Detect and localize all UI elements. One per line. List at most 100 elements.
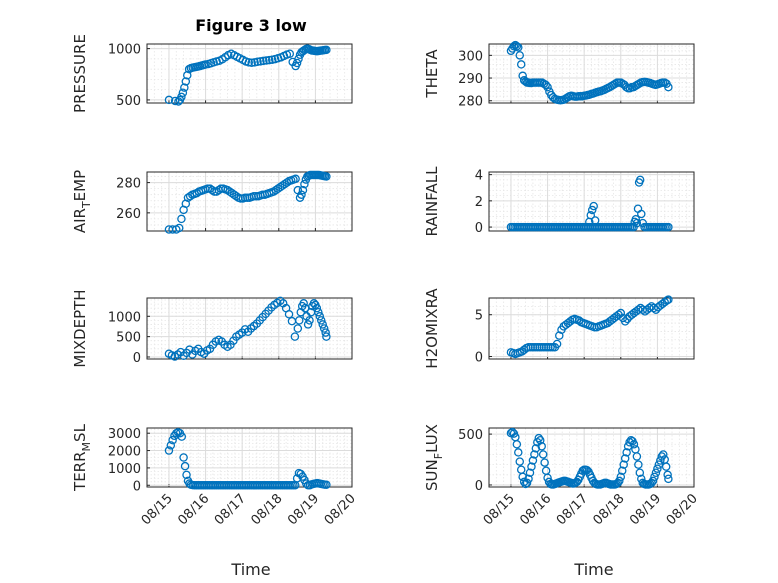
- data-point: [663, 470, 672, 480]
- figure-title: Figure 3 low: [195, 16, 307, 35]
- data-point: [661, 462, 671, 471]
- data-point: [287, 316, 297, 326]
- data-point: [305, 316, 314, 325]
- y-tick-label: 0: [475, 350, 483, 365]
- axes-frame: [146, 43, 353, 104]
- x-tick-label: 08/16: [175, 491, 212, 528]
- data-point: [322, 172, 331, 181]
- x-tick-label: 08/20: [322, 491, 359, 528]
- data-point: [177, 92, 186, 102]
- x-axis-label-left: Time: [230, 560, 270, 579]
- data-point: [586, 211, 596, 220]
- data-point: [541, 80, 550, 90]
- axes-frame: [146, 171, 353, 232]
- y-tick-label: 0: [475, 479, 483, 494]
- x-axis-label-right: Time: [573, 560, 613, 579]
- data-point: [620, 454, 630, 463]
- data-point: [653, 464, 662, 473]
- data-point: [524, 474, 533, 484]
- x-tick-label: 08/15: [139, 491, 176, 528]
- subplot-air: 260 280 AIRTEMP: [71, 170, 353, 234]
- data-point: [618, 466, 627, 475]
- data-point: [615, 476, 624, 486]
- data-point: [631, 214, 641, 224]
- data-point: [244, 58, 254, 67]
- data-point: [590, 216, 600, 225]
- subplot-rainfall: 0 2 4 RAINFALL: [423, 166, 695, 237]
- data-point: [322, 332, 331, 341]
- data-point: [659, 450, 668, 459]
- data-point: [174, 223, 184, 233]
- data-point: [587, 205, 597, 215]
- data-point: [515, 51, 525, 60]
- y-tick-label: 1000: [108, 462, 141, 477]
- data-point: [265, 55, 274, 65]
- subplot-pressure: 500 1000 PRESSURE: [71, 34, 353, 113]
- data-point: [177, 214, 186, 224]
- data-point: [664, 222, 673, 232]
- x-tick-label: 08/18: [249, 491, 286, 528]
- y-tick-label: 500: [116, 331, 141, 346]
- data-point: [178, 88, 188, 97]
- data-point: [318, 320, 327, 329]
- data-point: [282, 178, 292, 187]
- subplot-mixdepth: 0 500 1000 MIXDEPTH: [71, 289, 353, 368]
- y-axis-label: PRESSURE: [71, 34, 89, 113]
- data-point: [635, 175, 645, 185]
- y-axis-label: THETA: [423, 49, 441, 99]
- data-point: [536, 435, 545, 445]
- data-point: [253, 57, 262, 67]
- data-point: [319, 324, 329, 333]
- y-axis-label: RAINFALL: [423, 166, 441, 237]
- data-point: [314, 307, 323, 317]
- x-tick-label: 08/20: [664, 491, 701, 528]
- subplot-theta: 280 290 300 THETA: [423, 40, 695, 110]
- data-point: [632, 452, 642, 461]
- axes-frame: [488, 43, 695, 104]
- data-point: [650, 472, 659, 482]
- y-axis-label: MIXDEPTH: [71, 289, 89, 367]
- y-tick-label: 500: [116, 94, 141, 109]
- subplot-sun: 08/15 08/16 08/17 08/18 08/19 08/20 0 500 SUNFLU…: [423, 424, 701, 528]
- data-point: [284, 310, 294, 319]
- y-axis-label: TERRMSL: [71, 423, 93, 492]
- y-tick-label: 0: [133, 479, 141, 494]
- data-point: [168, 435, 177, 445]
- data-point: [180, 83, 189, 92]
- data-point: [514, 43, 523, 52]
- data-point: [530, 450, 539, 459]
- data-point: [292, 58, 302, 68]
- data-point: [629, 440, 639, 449]
- data-point: [177, 432, 187, 441]
- data-point: [300, 179, 309, 189]
- data-point: [192, 188, 202, 198]
- data-point: [515, 457, 525, 466]
- data-point: [164, 446, 174, 455]
- y-tick-label: 290: [458, 72, 483, 87]
- x-tick-label: 08/19: [627, 491, 664, 528]
- data-point: [303, 320, 313, 329]
- data-point: [574, 316, 584, 325]
- data-point: [552, 339, 562, 349]
- x-tick-label: 08/17: [212, 491, 249, 528]
- data-point: [316, 316, 326, 325]
- data-point: [182, 470, 191, 480]
- y-tick-label: 2: [475, 195, 483, 210]
- y-tick-label: 5: [475, 309, 483, 324]
- data-point: [664, 474, 673, 484]
- y-tick-label: 500: [458, 428, 483, 443]
- y-axis-label: AIRTEMP: [71, 170, 93, 233]
- data-point: [509, 42, 519, 51]
- data-point: [534, 433, 544, 443]
- data-point: [170, 96, 180, 106]
- data-point: [247, 58, 256, 68]
- y-tick-label: 4: [475, 169, 483, 184]
- data-point: [651, 305, 661, 314]
- data-point: [185, 191, 195, 201]
- data-point: [664, 82, 673, 92]
- data-point: [179, 453, 188, 462]
- y-tick-label: 0: [133, 351, 141, 366]
- data-point: [527, 462, 536, 471]
- axes-frame: [146, 297, 353, 360]
